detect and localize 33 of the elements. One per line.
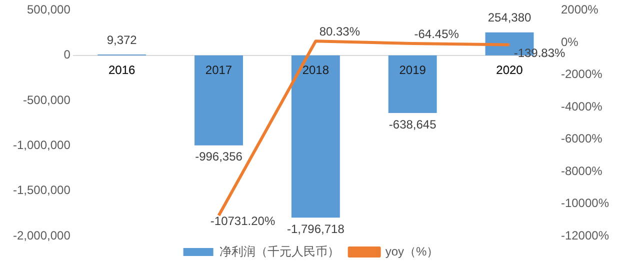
y2-tick-label: -4000% <box>560 99 603 114</box>
y2-tick-label: -2000% <box>560 67 603 82</box>
y2-tick-label: 0% <box>560 34 579 49</box>
data-label: -139.83% <box>514 46 566 60</box>
y-tick-label: -1,500,000 <box>12 183 71 198</box>
y-tick-label: -1,000,000 <box>12 138 71 152</box>
bar <box>194 55 243 146</box>
y2-tick-label: -12000% <box>560 228 610 242</box>
x-tick-label: 2017 <box>205 62 232 77</box>
data-label: 80.33% <box>319 24 360 38</box>
data-label: -996,356 <box>195 150 243 164</box>
y2-tick-label: -8000% <box>560 164 603 178</box>
data-label: 9,372 <box>106 32 138 47</box>
y-tick-label: -500,000 <box>23 92 71 107</box>
data-label: -638,645 <box>388 117 437 132</box>
x-tick-label: 2018 <box>302 62 330 77</box>
x-tick-label: 2020 <box>496 62 524 77</box>
legend-label: yoy（%） <box>385 244 439 258</box>
bar <box>388 55 437 114</box>
data-label: -10731.20% <box>210 214 276 228</box>
bar <box>291 55 340 218</box>
data-label: 254,380 <box>488 10 532 25</box>
x-tick-label: 2019 <box>399 62 426 77</box>
y2-tick-label: -6000% <box>560 132 603 146</box>
data-label: -64.45% <box>414 26 460 41</box>
x-tick-label: 2016 <box>108 62 136 77</box>
data-label: -1,796,718 <box>286 222 345 236</box>
y2-tick-label: -10000% <box>560 196 610 210</box>
y2-tick-label: 2000% <box>560 2 599 17</box>
y-tick-label: 0 <box>64 48 71 62</box>
y-tick-label: -2,000,000 <box>12 228 71 242</box>
y-tick-label: 500,000 <box>26 2 71 17</box>
legend-label: 净利润（千元人民币） <box>219 244 340 258</box>
